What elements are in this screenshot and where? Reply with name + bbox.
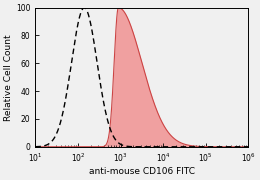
X-axis label: anti-mouse CD106 FITC: anti-mouse CD106 FITC: [89, 167, 195, 176]
Y-axis label: Relative Cell Count: Relative Cell Count: [4, 34, 13, 121]
